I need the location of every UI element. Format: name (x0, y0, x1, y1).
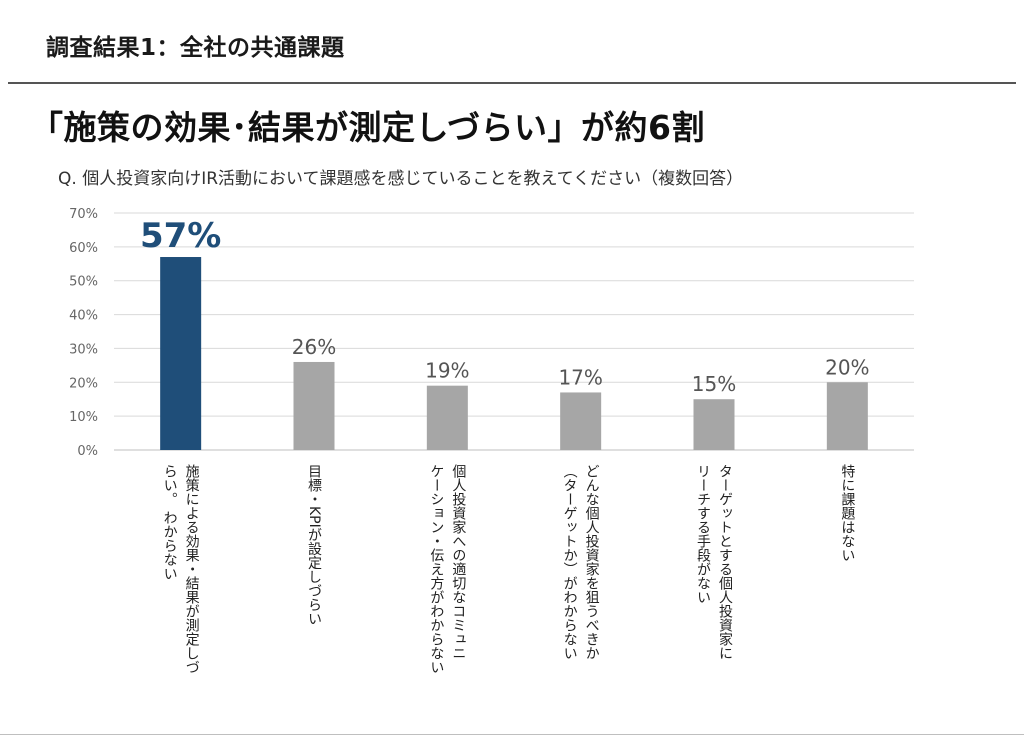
bar (426, 385, 468, 450)
grid-layer: 0% 10% 20% 30% 40% 50% 60% 70% (69, 207, 914, 459)
category-label: （ターゲットか）がわからない (562, 464, 578, 660)
data-label: 17% (558, 365, 602, 389)
y-tick-label: 0% (77, 444, 98, 459)
category-label: ケーション・伝え方がわからない (428, 464, 444, 674)
bar (693, 399, 735, 450)
data-label: 57% (140, 216, 221, 256)
category-label: 施策による効果・結果が測定しづ (184, 464, 200, 674)
headline: 「施策の効果･結果が測定しづらい」が約6割 (30, 108, 705, 147)
category-label: どんな個人投資家を狙うべきか (584, 464, 600, 660)
y-tick-label: 10% (69, 410, 98, 425)
y-tick-label: 30% (69, 342, 98, 357)
label-layer: 57% 施策による効果・結果が測定しづらい。 わからない 26% 目標・KPIが設定し… (140, 216, 870, 674)
y-tick-label: 50% (69, 275, 98, 290)
top-divider (8, 82, 1016, 84)
category-label: 特に課題はない (839, 464, 855, 562)
section-title: 調査結果1：全社の共通課題 (46, 35, 345, 61)
data-label: 20% (825, 355, 869, 379)
bar-layer (160, 257, 868, 450)
y-tick-label: 70% (69, 207, 98, 222)
y-tick-label: 40% (69, 309, 98, 324)
category-label: らい。 わからない (162, 464, 178, 580)
data-label: 15% (692, 372, 736, 396)
survey-question: Q. 個人投資家向けIR活動において課題感を感じていることを教えてください（複数… (58, 169, 744, 189)
bottom-divider (0, 734, 1024, 735)
bar (160, 257, 202, 450)
bar (293, 361, 335, 450)
data-label: 26% (292, 335, 336, 359)
y-tick-label: 60% (69, 241, 98, 256)
bar (826, 382, 868, 450)
category-label: リーチする手段がない (695, 464, 711, 604)
category-label: ターゲットとする個人投資家に (717, 464, 733, 660)
y-tick-label: 20% (69, 376, 98, 391)
bar-chart: 0% 10% 20% 30% 40% 50% 60% 70% 57% 施策による効果・結果が測定… (69, 207, 914, 674)
bar (560, 392, 602, 450)
data-label: 19% (425, 359, 469, 383)
category-label: 目標・KPIが設定しづらい (306, 464, 322, 626)
category-label: 個人投資家への適切なコミュニ (450, 464, 466, 660)
